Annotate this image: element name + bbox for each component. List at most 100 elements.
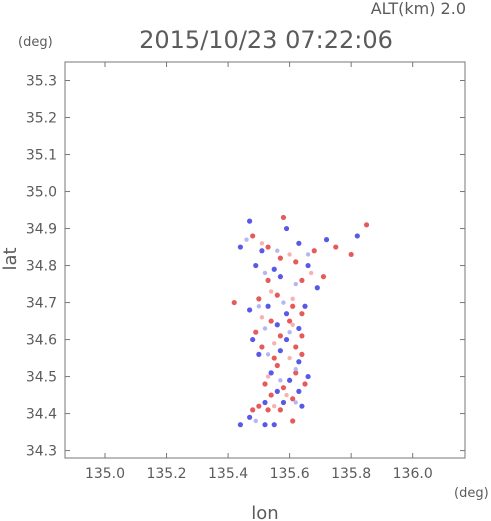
data-point — [320, 274, 327, 280]
data-point — [272, 341, 277, 346]
data-point — [237, 244, 243, 250]
x-axis-label: lon — [251, 503, 278, 521]
data-point — [305, 373, 311, 380]
data-point — [308, 270, 314, 276]
data-point — [265, 374, 271, 379]
data-point — [287, 318, 293, 324]
data-point — [290, 303, 296, 309]
y-tick-label: 34.8 — [26, 259, 57, 275]
data-point — [268, 392, 274, 398]
data-point — [277, 333, 283, 339]
data-point — [256, 403, 262, 409]
data-point — [265, 244, 271, 250]
data-point — [259, 241, 265, 246]
data-point — [231, 299, 237, 306]
data-point — [283, 336, 290, 343]
data-point — [271, 266, 277, 272]
data-point — [262, 399, 268, 406]
x-tick-label: 136.0 — [393, 466, 433, 482]
y-tick-label: 35.0 — [26, 185, 57, 201]
data-point — [262, 422, 268, 428]
data-point — [275, 248, 280, 253]
x-axis-unit: (deg) — [454, 486, 489, 501]
y-tick-label: 34.9 — [26, 222, 57, 238]
data-point — [274, 362, 280, 369]
data-point — [293, 370, 299, 376]
y-tick-label: 35.1 — [26, 148, 57, 164]
data-point — [323, 237, 330, 243]
data-point — [262, 381, 268, 387]
x-tick-label: 135.8 — [331, 466, 371, 482]
y-tick-label: 34.6 — [26, 333, 57, 349]
data-point — [259, 315, 265, 320]
data-point — [287, 377, 293, 383]
data-point — [333, 244, 339, 250]
y-tick-label: 34.4 — [26, 407, 57, 423]
data-point — [363, 222, 370, 228]
data-point — [314, 285, 320, 291]
data-point — [299, 277, 305, 283]
data-point — [253, 262, 259, 269]
data-point — [293, 344, 299, 350]
data-point — [247, 218, 253, 224]
data-point — [281, 300, 286, 305]
data-point — [302, 303, 308, 309]
plot-frame — [64, 61, 466, 459]
data-point — [250, 233, 256, 239]
y-tick-label: 34.5 — [26, 370, 57, 386]
data-point — [259, 248, 265, 254]
y-tick-label: 34.3 — [26, 444, 57, 460]
data-point — [271, 422, 277, 428]
data-point — [296, 240, 302, 246]
data-point — [262, 326, 268, 331]
data-point — [299, 311, 305, 317]
data-point — [274, 388, 280, 394]
data-point — [265, 407, 271, 413]
data-point — [348, 251, 354, 258]
data-point — [299, 351, 305, 357]
data-point — [287, 329, 292, 335]
radar-points — [231, 214, 370, 428]
data-point — [256, 296, 262, 302]
data-point — [259, 344, 265, 350]
data-point — [293, 400, 298, 405]
x-tick-label: 135.6 — [270, 466, 310, 482]
data-point — [290, 418, 296, 424]
data-point — [265, 352, 271, 357]
y-tick-label: 35.2 — [26, 111, 57, 127]
data-point — [302, 381, 308, 387]
data-point — [253, 329, 259, 335]
data-point — [299, 333, 305, 339]
data-point — [293, 366, 298, 372]
data-point — [284, 392, 289, 398]
y-axis-unit: (deg) — [18, 35, 53, 50]
data-point — [274, 322, 280, 328]
data-point — [265, 277, 271, 283]
data-point — [311, 248, 317, 254]
data-point — [250, 407, 256, 413]
data-point — [250, 336, 256, 343]
y-tick-label: 35.3 — [26, 74, 57, 90]
data-point — [290, 322, 295, 327]
data-point — [272, 403, 277, 409]
data-point — [268, 289, 274, 294]
data-point — [274, 292, 280, 298]
data-point — [277, 348, 283, 354]
y-axis-ticks: 34.3 34.4 34.5 34.6 34.7 34.8 34.9 35.0 35.1 35.2… — [26, 74, 465, 460]
data-point — [271, 355, 277, 361]
y-tick-label: 34.7 — [26, 296, 57, 312]
x-tick-label: 135.2 — [146, 466, 186, 482]
data-point — [287, 355, 292, 361]
data-point — [268, 370, 274, 376]
data-point — [296, 359, 302, 365]
data-point — [290, 296, 295, 302]
data-point — [293, 259, 299, 265]
data-point — [277, 274, 283, 280]
y-axis-label: lat — [0, 247, 21, 270]
data-point — [268, 318, 274, 324]
data-point — [296, 325, 302, 332]
data-point — [253, 418, 258, 424]
data-point — [256, 351, 262, 357]
data-point — [247, 414, 253, 420]
